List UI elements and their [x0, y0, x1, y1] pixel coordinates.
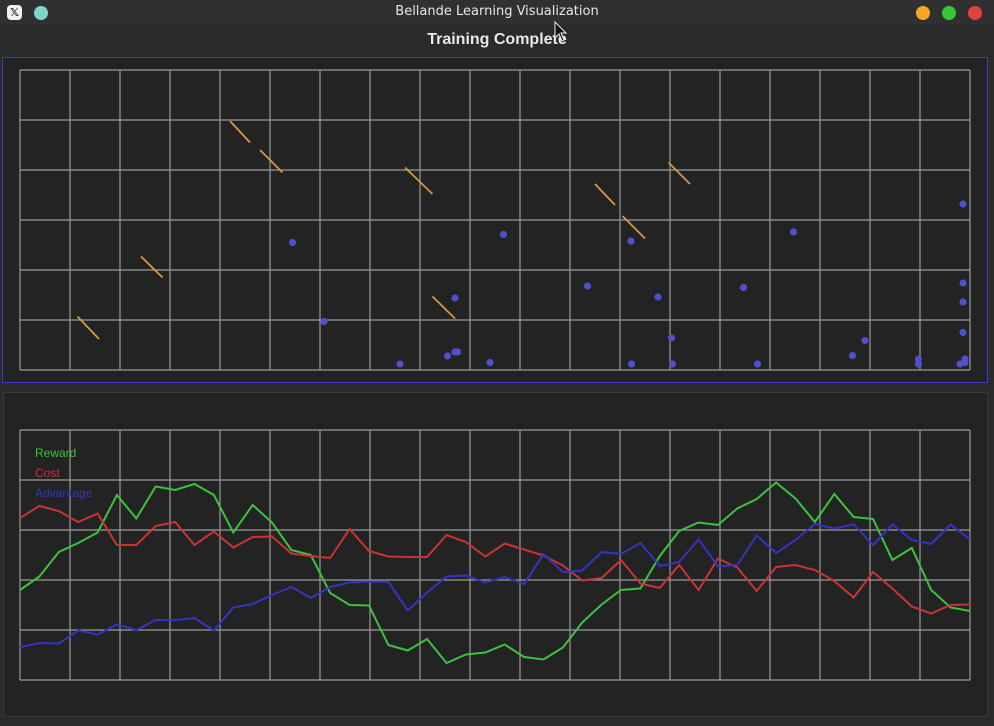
window-title: Bellande Learning Visualization — [395, 4, 599, 19]
legend-advantage: Advantage — [35, 486, 93, 500]
close-button[interactable] — [968, 6, 982, 20]
trajectory-segment — [229, 120, 251, 144]
reward-series-line — [19, 481, 971, 665]
state-point — [486, 358, 494, 367]
state-point — [961, 355, 969, 363]
trajectory-segment — [259, 149, 284, 174]
state-point — [320, 317, 328, 326]
trajectory-segment — [140, 255, 164, 279]
state-point — [789, 228, 798, 236]
state-point — [739, 283, 748, 292]
maximize-button[interactable] — [942, 6, 956, 20]
legend-cost: Cost — [35, 466, 60, 480]
trajectory-segment — [621, 215, 646, 240]
state-point — [443, 352, 452, 360]
state-point — [451, 294, 459, 302]
state-point — [288, 238, 297, 247]
training-metrics-panel: Reward Cost Advantage — [3, 392, 988, 717]
state-point — [959, 200, 967, 208]
state-scatter-chart — [19, 69, 971, 371]
state-point — [499, 230, 508, 239]
state-point — [396, 360, 404, 368]
minimize-button[interactable] — [916, 6, 930, 20]
state-point — [627, 360, 636, 368]
x-icon[interactable]: 𝕏 — [7, 5, 22, 20]
trajectory-segment — [404, 166, 434, 195]
state-scatter-panel — [2, 57, 988, 383]
state-point — [583, 282, 592, 290]
state-point — [654, 293, 662, 301]
state-point — [667, 334, 676, 342]
trajectory-segment — [431, 295, 456, 320]
advantage-series-line — [19, 522, 971, 648]
state-point — [848, 351, 857, 360]
trajectory-segment — [667, 161, 691, 185]
state-point — [959, 279, 967, 287]
state-point — [959, 328, 967, 337]
trajectory-segment — [76, 315, 100, 340]
state-point — [959, 298, 967, 306]
window-titlebar: 𝕏 Bellande Learning Visualization — [0, 0, 994, 25]
window-menu-button[interactable] — [34, 6, 48, 20]
state-point — [627, 237, 635, 245]
trajectory-segment — [594, 183, 616, 206]
legend-reward: Reward — [35, 446, 77, 460]
state-point — [914, 360, 923, 368]
state-point — [453, 348, 462, 356]
mouse-cursor-icon — [554, 21, 568, 42]
state-point — [914, 355, 923, 363]
state-point — [668, 360, 677, 368]
training-metrics-chart — [19, 429, 971, 681]
status-heading: Training Complete — [427, 31, 567, 48]
state-point — [861, 336, 869, 345]
state-point — [753, 360, 762, 368]
cost-series-line — [19, 504, 971, 615]
